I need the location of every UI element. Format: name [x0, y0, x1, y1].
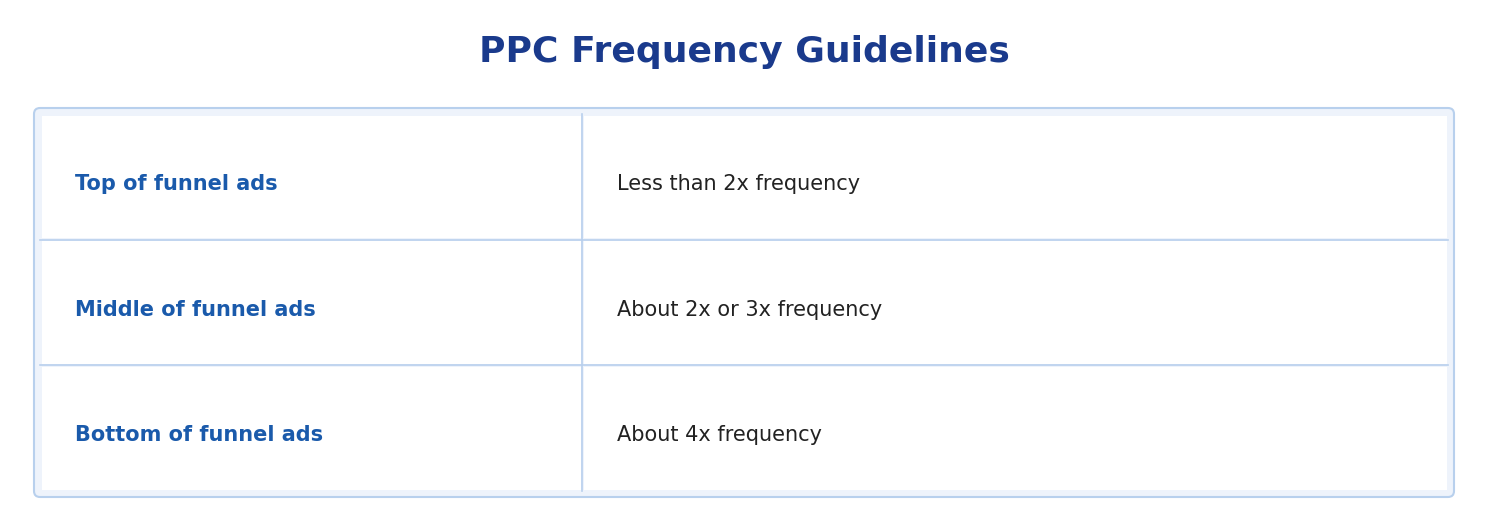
Text: Top of funnel ads: Top of funnel ads	[74, 174, 278, 194]
Text: Bottom of funnel ads: Bottom of funnel ads	[74, 425, 323, 444]
FancyBboxPatch shape	[34, 109, 1454, 497]
Text: About 4x frequency: About 4x frequency	[618, 425, 821, 444]
Bar	[583, 367, 1446, 490]
Text: Middle of funnel ads: Middle of funnel ads	[74, 299, 315, 319]
Bar	[42, 242, 580, 364]
Text: PPC Frequency Guidelines: PPC Frequency Guidelines	[479, 35, 1009, 69]
Text: Less than 2x frequency: Less than 2x frequency	[618, 174, 860, 194]
Bar	[42, 116, 580, 239]
Text: About 2x or 3x frequency: About 2x or 3x frequency	[618, 299, 882, 319]
Bar	[42, 367, 580, 490]
Bar	[583, 116, 1446, 239]
Bar	[583, 242, 1446, 364]
